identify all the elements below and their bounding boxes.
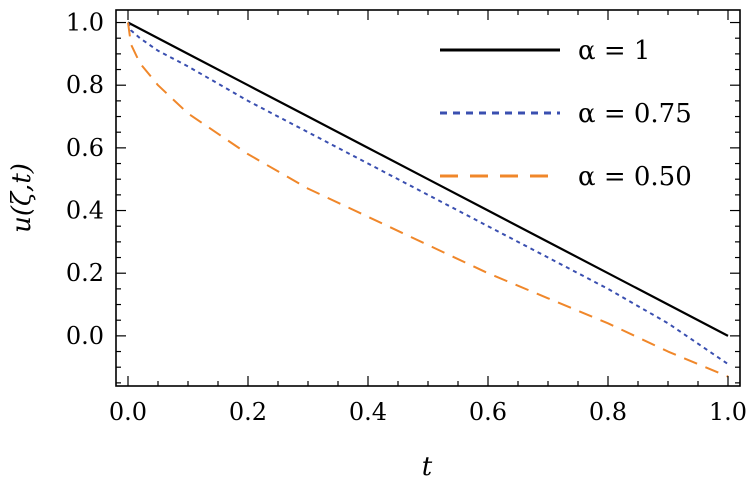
legend-label-1: α = 1 bbox=[578, 36, 650, 66]
series-line-3 bbox=[127, 22, 729, 378]
x-axis-title: t bbox=[422, 452, 433, 482]
legend: α = 1 α = 0.75 α = 0.50 bbox=[440, 36, 692, 192]
y-axis-title: u(ζ,t) bbox=[7, 163, 37, 233]
y-tick-label: 0.4 bbox=[66, 197, 104, 225]
y-tick-label: 0.6 bbox=[66, 134, 104, 162]
plot-frame bbox=[115, 9, 741, 387]
y-tick-label: 1.0 bbox=[66, 9, 104, 37]
y-tick-label: 0.8 bbox=[66, 71, 104, 99]
y-tick-label: 0.0 bbox=[66, 322, 104, 350]
legend-label-2: α = 0.75 bbox=[578, 99, 692, 129]
x-tick-label: 0.6 bbox=[469, 398, 507, 426]
x-tick-label: 0.0 bbox=[109, 398, 147, 426]
y-axis: 0.0 0.2 0.4 0.6 0.8 1.0 bbox=[66, 9, 740, 384]
x-tick-label: 0.8 bbox=[589, 398, 627, 426]
series-line-1 bbox=[127, 21, 729, 337]
series-line-2 bbox=[127, 22, 729, 365]
legend-label-3: α = 0.50 bbox=[578, 162, 692, 192]
x-tick-label: 0.4 bbox=[349, 398, 387, 426]
x-axis: 0.0 0.2 0.4 0.6 0.8 1.0 bbox=[109, 10, 747, 426]
x-tick-label: 0.2 bbox=[229, 398, 267, 426]
plot-lines bbox=[127, 21, 729, 378]
y-tick-label: 0.2 bbox=[66, 259, 104, 287]
x-tick-label: 1.0 bbox=[709, 398, 747, 426]
